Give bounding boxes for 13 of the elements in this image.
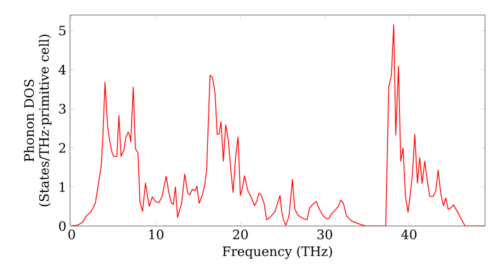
y-tick-label: 0 [59,221,66,231]
y-tick-label: 5 [59,26,66,36]
x-tick-label: 20 [233,230,248,240]
y-tick-label: 2 [59,143,66,153]
y-tick-label: 4 [58,64,66,75]
x-tick-label: 40 [401,230,416,240]
x-tick-label: 10 [149,230,164,240]
y-tick-label: 3 [59,104,66,114]
y-tick-label: 1 [60,182,65,192]
x-axis-title: Frequency (THz) [222,246,332,259]
x-tick-label: 30 [317,230,332,240]
x-tick-label: 0 [68,230,75,240]
y-axis-title: Phonon DOS (States/THz·primitive cell) [24,34,52,206]
